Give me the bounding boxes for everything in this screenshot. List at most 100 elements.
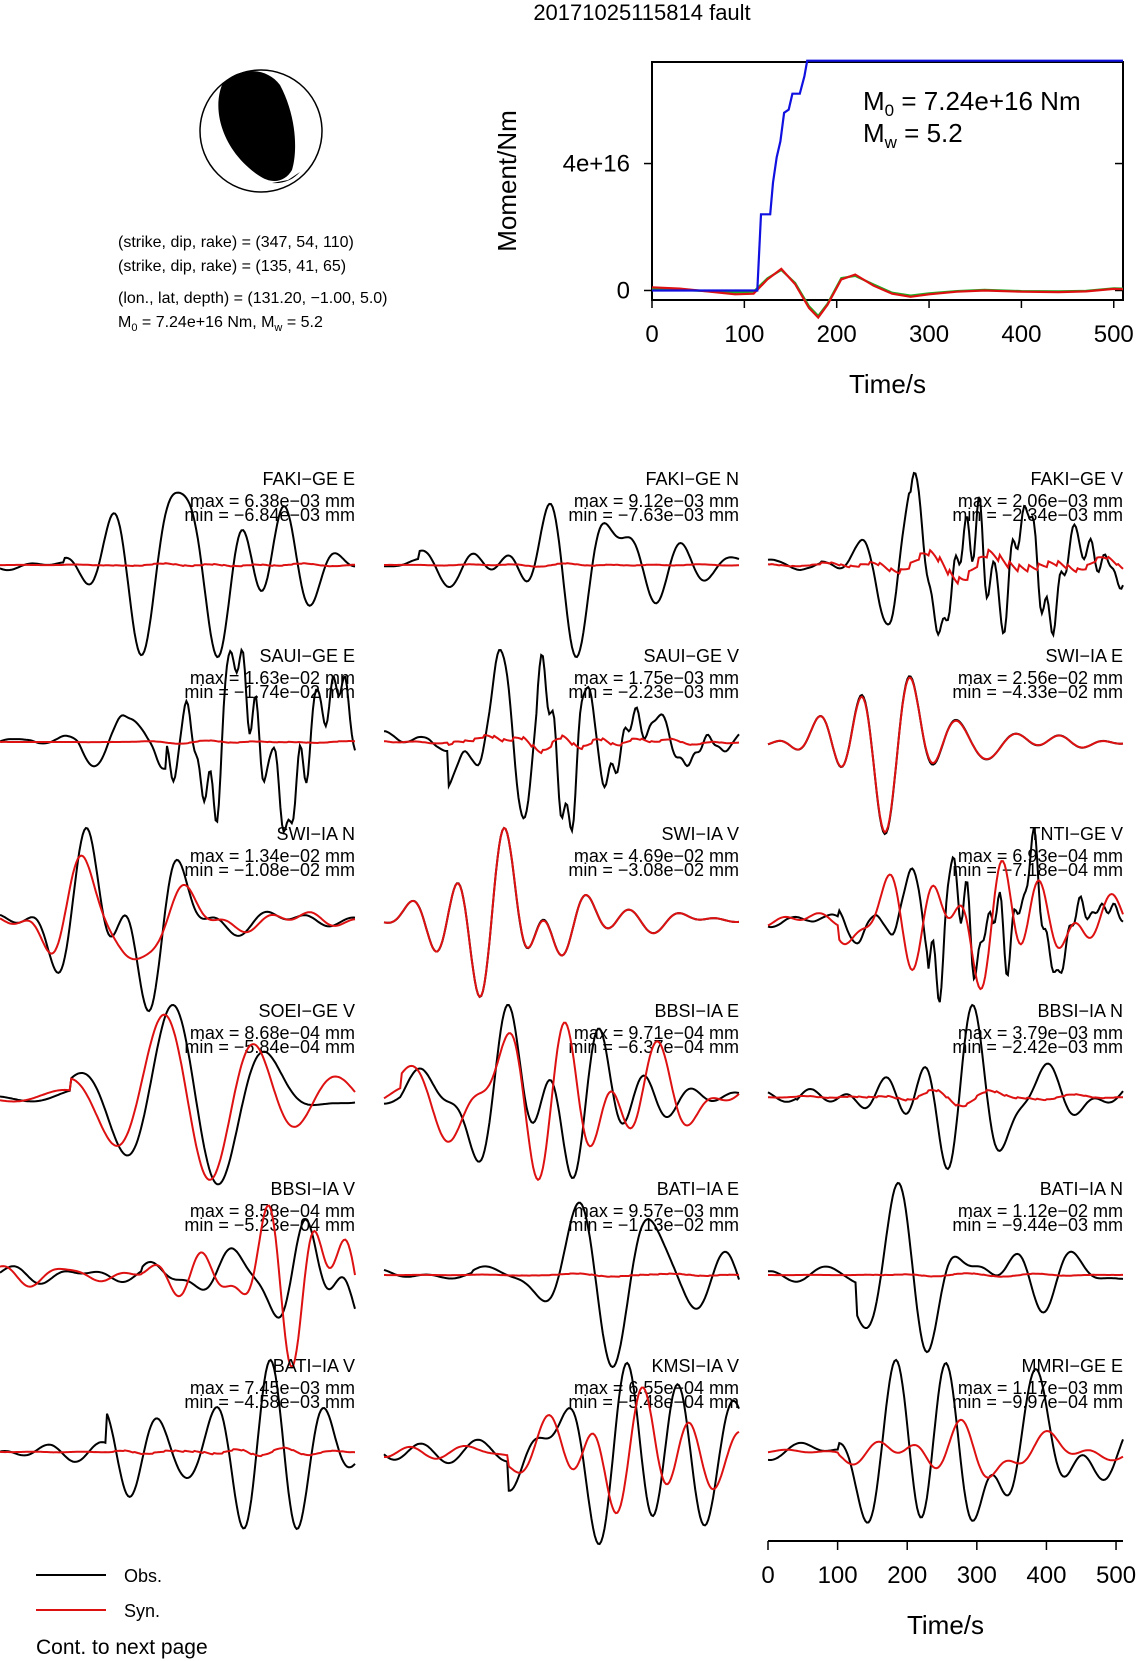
moment-xlabel: Time/s [849, 369, 926, 399]
station-label: BBSI−IA E [654, 1001, 739, 1021]
min-amplitude-label: min = −1.74e−02 mm [184, 682, 355, 702]
station-label: SWI−IA E [1045, 646, 1123, 666]
moment-xtick-label: 100 [724, 321, 764, 348]
max-amplitude-label: max = 1.12e−02 mm [958, 1201, 1123, 1221]
synthetic-waveform [0, 739, 356, 745]
station-label: BATI−IA V [273, 1356, 355, 1376]
observed-waveform [0, 1003, 356, 1186]
observed-waveform [0, 491, 356, 659]
max-amplitude-label: max = 4.69e−02 mm [574, 846, 739, 866]
max-amplitude-label: max = 3.79e−03 mm [958, 1023, 1123, 1043]
max-amplitude-label: max = 1.17e−03 mm [958, 1378, 1123, 1398]
moment-ytick-label: 4e+16 [563, 151, 630, 178]
min-amplitude-label: min = −1.08e−02 mm [184, 860, 355, 880]
max-amplitude-label: max = 2.56e−02 mm [958, 668, 1123, 688]
waveform-xtick-label: 100 [818, 1562, 858, 1589]
observed-waveform [383, 502, 740, 659]
station-label: SOEI−GE V [258, 1001, 355, 1021]
max-amplitude-label: max = 6.93e−04 mm [958, 846, 1123, 866]
max-amplitude-label: max = 8.68e−04 mm [190, 1023, 355, 1043]
max-amplitude-label: max = 6.38e−03 mm [190, 491, 355, 511]
station-label: BATI−IA E [657, 1179, 739, 1199]
moment-xtick-label: 0 [645, 321, 658, 348]
min-amplitude-label: min = −7.63e−03 mm [568, 505, 739, 525]
synthetic-waveform [767, 1418, 1124, 1479]
waveform-xtick-label: 400 [1026, 1562, 1066, 1589]
max-amplitude-label: max = 2.06e−03 mm [958, 491, 1123, 511]
min-amplitude-label: min = −3.08e−02 mm [568, 860, 739, 880]
min-amplitude-label: min = −9.97e−04 mm [952, 1392, 1123, 1412]
station-label: KMSI−IA V [651, 1356, 739, 1376]
synthetic-waveform [384, 734, 740, 755]
plane2-text: (strike, dip, rake) = (135, 41, 65) [118, 258, 346, 275]
synthetic-waveform [384, 1386, 740, 1515]
max-amplitude-label: max = 1.34e−02 mm [190, 846, 355, 866]
beachball-icon [199, 69, 323, 193]
moment-chart: 0 100 200 300 400 500 0 4e+16 Time/s Moment/Nm M0 … [492, 59, 1134, 399]
synthetic-waveform [384, 562, 739, 568]
station-label: BBSI−IA V [270, 1179, 355, 1199]
min-amplitude-label: min = −2.42e−03 mm [952, 1037, 1123, 1057]
legend-syn-label: Syn. [124, 1601, 160, 1621]
moment-series-line [651, 267, 1124, 320]
min-amplitude-label: min = −4.58e−03 mm [184, 1392, 355, 1412]
min-amplitude-label: min = −5.23e−04 mm [184, 1215, 355, 1235]
max-amplitude-label: max = 9.71e−04 mm [574, 1023, 739, 1043]
station-label: FAKI−GE E [262, 469, 355, 489]
min-amplitude-label: min = −2.34e−03 mm [952, 505, 1123, 525]
waveform-xlabel: Time/s [907, 1610, 984, 1640]
min-amplitude-label: min = −4.33e−02 mm [952, 682, 1123, 702]
observed-waveform [383, 1361, 740, 1546]
max-amplitude-label: max = 1.63e−02 mm [190, 668, 355, 688]
moment-xtick-label: 300 [909, 321, 949, 348]
max-amplitude-label: max = 6.55e−04 mm [574, 1378, 739, 1398]
synthetic-waveform [383, 1021, 740, 1182]
station-label: BBSI−IA N [1037, 1001, 1123, 1021]
max-amplitude-label: max = 7.45e−03 mm [190, 1378, 355, 1398]
moment-m0-annotation: M0 = 7.24e+16 Nm [863, 86, 1081, 120]
min-amplitude-label: min = −9.44e−03 mm [952, 1215, 1123, 1235]
observed-waveform [767, 1003, 1124, 1171]
moment-series-line [652, 59, 1123, 292]
observed-waveform [0, 1218, 356, 1319]
synthetic-waveform [767, 548, 1124, 586]
min-amplitude-label: min = −5.84e−04 mm [184, 1037, 355, 1057]
continuation-note: Cont. to next page [36, 1636, 208, 1659]
moment-xtick-label: 500 [1094, 321, 1134, 348]
max-amplitude-label: max = 9.12e−03 mm [574, 491, 739, 511]
moment-line-text: M0 = 7.24e+16 Nm, Mw = 5.2 [118, 314, 323, 334]
station-label: FAKI−GE N [645, 469, 739, 489]
location-text: (lon., lat, depth) = (131.20, −1.00, 5.0… [118, 290, 388, 307]
moment-xtick-label: 200 [817, 321, 857, 348]
synthetic-waveform [767, 1088, 1123, 1108]
synthetic-waveform [0, 854, 356, 961]
waveform-xtick-label: 200 [887, 1562, 927, 1589]
moment-mw-annotation: Mw = 5.2 [863, 118, 963, 152]
min-amplitude-label: min = −5.48e−04 mm [568, 1392, 739, 1412]
waveform-time-axis: 0 100 200 300 400 500 Time/s [761, 1540, 1136, 1640]
plane1-text: (strike, dip, rake) = (347, 54, 110) [118, 234, 354, 251]
synthetic-waveform [0, 1204, 356, 1369]
min-amplitude-label: min = −2.23e−03 mm [568, 682, 739, 702]
station-label: FAKI−GE V [1030, 469, 1123, 489]
moment-xtick-label: 400 [1001, 321, 1041, 348]
synthetic-waveform [768, 1272, 1123, 1278]
station-label: SAUI−GE E [259, 646, 355, 666]
observed-waveform [383, 1201, 740, 1369]
